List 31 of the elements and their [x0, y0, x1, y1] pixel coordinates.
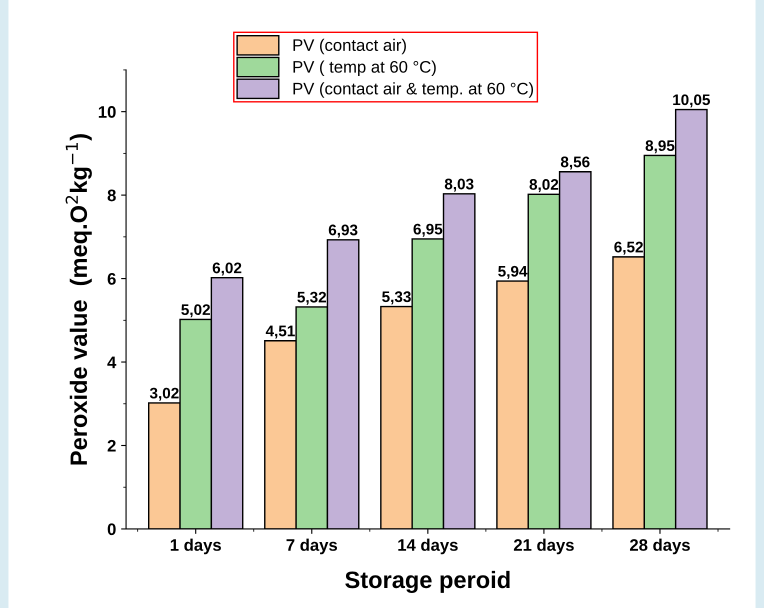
data-label: 8,95	[646, 140, 674, 154]
x-axis-title: Storage peroid	[345, 570, 510, 593]
x-tick-label: 28 days	[630, 538, 690, 554]
data-label: 4,51	[266, 326, 295, 339]
y-tick-label: 8	[108, 190, 116, 202]
y-tick-label: 2	[108, 440, 116, 452]
x-tick-label: 21 days	[514, 538, 574, 554]
legend-label: PV (contact air & temp. at 60 °C)	[293, 82, 534, 98]
legend-label: PV ( temp at 60 °C)	[293, 60, 436, 76]
data-label: 6,02	[212, 262, 242, 276]
legend-label: PV (contact air)	[293, 38, 406, 54]
data-label: 5,33	[382, 291, 411, 304]
y-axis-title: Peroxide value (meq.O$^{2}$kg$^{−1}$)	[66, 134, 92, 465]
data-label: 10,05	[673, 94, 710, 108]
data-label: 6,93	[328, 224, 358, 238]
data-label: 5,94	[498, 266, 528, 279]
data-label: 8,03	[444, 178, 474, 192]
y-tick-label: 0	[108, 523, 116, 536]
data-label: 5,32	[297, 292, 326, 305]
data-label: 6,95	[414, 224, 442, 237]
y-tick-label: 4	[107, 356, 116, 368]
data-label: 8,02	[530, 179, 558, 192]
y-tick-label: 10	[98, 106, 116, 118]
data-label: 5,02	[181, 304, 210, 318]
y-tick-label: 6	[108, 272, 116, 285]
x-tick-label: 1 days	[170, 538, 221, 554]
x-tick-label: 7 days	[286, 538, 338, 554]
data-label: 3,02	[150, 388, 179, 401]
x-tick-label: 14 days	[398, 538, 458, 554]
data-label: 6,52	[614, 242, 643, 255]
data-label: 8,56	[560, 156, 590, 170]
